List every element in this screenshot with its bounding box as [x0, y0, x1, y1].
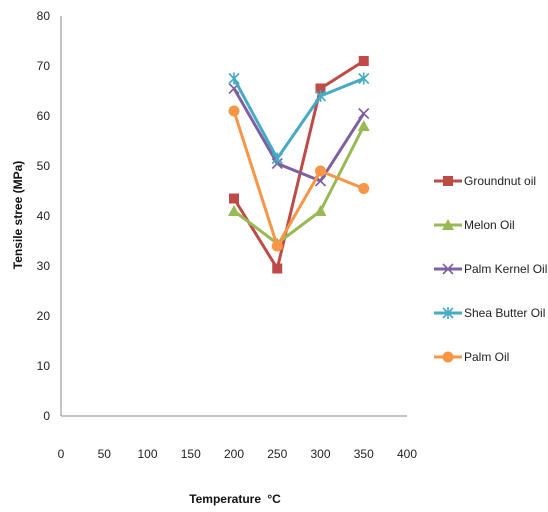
y-tick-label: 30: [37, 259, 51, 273]
legend-marker: [442, 351, 454, 363]
axes: [60, 16, 407, 417]
data-point-groundnut-oil: [272, 263, 283, 274]
x-tick-label: 200: [224, 447, 244, 461]
y-tick-label: 20: [37, 309, 51, 323]
data-point-palm-oil: [315, 165, 326, 177]
y-tick-labels: 0 10 20 30 40 50 60 70 80: [37, 9, 51, 423]
series-palm-oil: [228, 105, 370, 252]
series-groundnut-oil: [229, 56, 369, 274]
data-point-shea-butter-oil: [271, 152, 283, 165]
series-line-palm-kernel-oil: [232, 87, 366, 183]
series-line-palm-oil: [232, 110, 365, 248]
legend-label: Groundnut oil: [464, 174, 536, 188]
legend-marker: [443, 176, 453, 186]
x-tick-label: 100: [137, 447, 157, 461]
x-tick-label: 300: [310, 447, 330, 461]
y-tick-label: 70: [37, 59, 51, 73]
x-tick-label: 0: [58, 447, 65, 461]
legend-item-groundnut-oil: Groundnut oil: [434, 174, 536, 188]
x-axis-title-unit: °C: [267, 492, 281, 506]
data-point-groundnut-oil: [229, 193, 239, 204]
legend-marker: [442, 219, 454, 230]
y-tick-label: 10: [37, 359, 51, 373]
series-line-groundnut-oil: [232, 59, 365, 270]
data-point-palm-oil: [271, 240, 283, 252]
data-point-palm-kernel-oil: [358, 107, 370, 120]
x-tick-label: 400: [397, 447, 417, 461]
data-point-palm-oil: [228, 105, 240, 117]
x-axis-title: Temperature °C: [189, 492, 281, 506]
x-tick-label: 250: [267, 447, 287, 461]
data-point-palm-oil: [358, 183, 370, 194]
data-point-groundnut-oil: [315, 83, 326, 94]
x-axis-title-text: Temperature: [189, 492, 261, 506]
series-palm-kernel-oil: [228, 82, 370, 187]
y-tick-label: 80: [37, 9, 51, 23]
y-tick-label: 50: [37, 159, 51, 173]
x-tick-label: 50: [98, 447, 112, 461]
legend-marker: [442, 263, 454, 275]
legend-label: Shea Butter Oil: [464, 306, 545, 320]
series-layer: [228, 56, 370, 274]
legend-item-palm-kernel-oil: Palm Kernel Oil: [434, 262, 547, 276]
data-point-shea-butter-oil: [314, 90, 327, 102]
legend-item-palm-oil: Palm Oil: [434, 350, 509, 364]
y-tick-label: 40: [37, 209, 51, 223]
data-point-shea-butter-oil: [358, 72, 370, 85]
data-point-groundnut-oil: [358, 56, 369, 66]
data-point-melon-oil: [228, 205, 240, 216]
y-tick-label: 0: [43, 409, 50, 423]
legend: Groundnut oil Melon Oil Palm Kernel Oil She…: [434, 174, 547, 364]
legend-item-melon-oil: Melon Oil: [434, 218, 515, 232]
series-shea-butter-oil: [228, 72, 370, 165]
legend-marker: [442, 307, 454, 319]
x-tick-label: 150: [181, 447, 201, 461]
legend-label: Melon Oil: [464, 218, 515, 232]
data-point-melon-oil: [314, 205, 327, 216]
legend-label: Palm Oil: [464, 350, 509, 364]
series-line-shea-butter-oil: [232, 77, 365, 160]
series-line-melon-oil: [233, 125, 366, 245]
y-tick-label: 60: [37, 109, 51, 123]
legend-item-shea-butter-oil: Shea Butter Oil: [434, 306, 545, 320]
data-point-melon-oil: [357, 120, 370, 131]
x-tick-labels: 0 50 100 150 200 250 300 350 400: [58, 447, 418, 461]
x-tick-label: 350: [354, 447, 374, 461]
y-axis-title: Tensile stree (MPa): [11, 161, 25, 269]
legend-label: Palm Kernel Oil: [464, 262, 547, 276]
data-point-shea-butter-oil: [228, 72, 240, 85]
